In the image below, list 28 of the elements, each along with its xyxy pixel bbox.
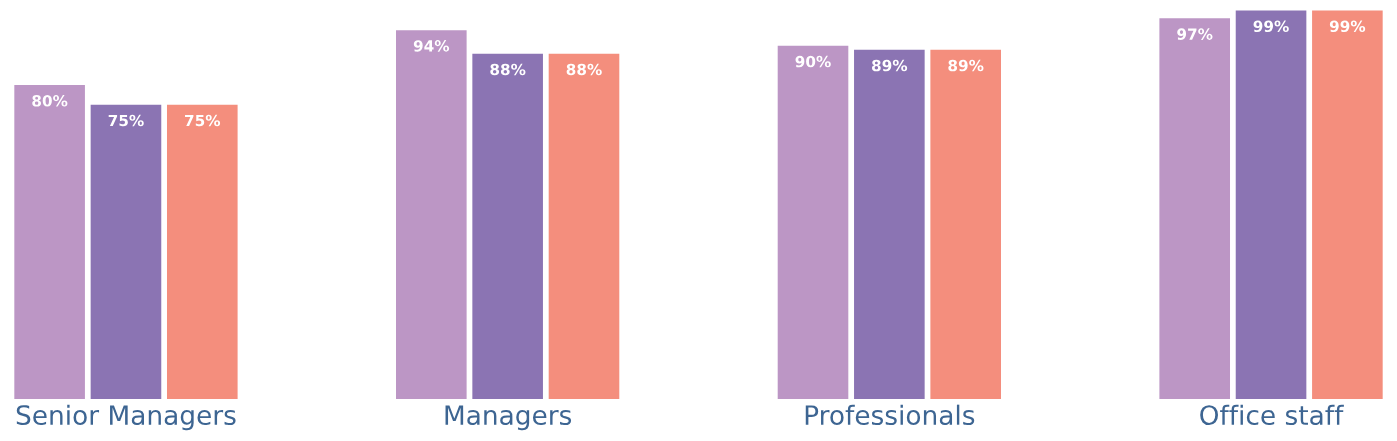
data-label: 99%	[1253, 20, 1289, 33]
data-label: 80%	[32, 95, 68, 107]
bar	[166, 104, 238, 400]
bar	[548, 53, 620, 400]
bar	[1159, 18, 1231, 400]
data-label: 75%	[185, 114, 221, 127]
data-label: 90%	[795, 55, 831, 68]
bar	[472, 53, 543, 400]
x-tick-label: Professionals	[805, 404, 975, 426]
data-label: 99%	[1329, 20, 1366, 33]
bar	[396, 30, 467, 400]
bar	[854, 49, 925, 400]
x-tick-label: Office staff	[1200, 404, 1344, 426]
data-label: 97%	[1177, 28, 1213, 40]
bar	[930, 49, 1001, 400]
data-label: 75%	[108, 114, 144, 127]
data-label: 89%	[948, 59, 984, 72]
x-tick-label: Managers	[445, 405, 572, 431]
data-label: 89%	[872, 59, 908, 72]
data-label: 88%	[566, 63, 602, 76]
data-label: 94%	[413, 40, 450, 52]
x-tick-label: Senior Managers	[16, 404, 236, 431]
data-label: 88%	[490, 63, 526, 76]
bar	[14, 85, 85, 400]
bar	[90, 104, 162, 400]
bar	[777, 45, 849, 400]
bar	[1235, 10, 1307, 400]
bar	[1312, 10, 1383, 400]
